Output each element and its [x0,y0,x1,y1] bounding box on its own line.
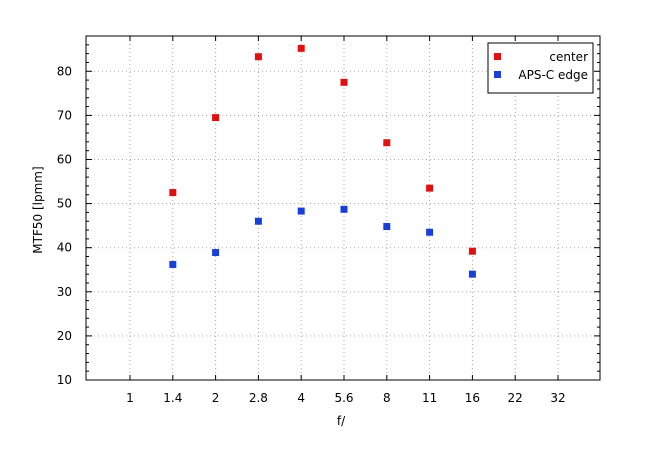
x-tick-label: 1.4 [163,391,182,405]
center-point [212,114,220,122]
y-tick-label: 80 [57,64,72,78]
legend-label-aps-c-edge: APS-C edge [518,68,588,82]
center-point [169,189,177,197]
aps-c-edge-point [169,260,177,268]
center-point [426,184,434,192]
center-point [383,139,391,147]
y-tick-label: 60 [57,152,72,166]
x-tick-label: 4 [297,391,305,405]
y-tick-label: 70 [57,108,72,122]
x-tick-labels: 1 1.4 2 2.8 4 5.6 8 11 16 22 32 [126,391,565,405]
aps-c-edge-point [340,205,348,213]
x-tick-label: 2.8 [249,391,268,405]
x-tick-label: 16 [465,391,480,405]
aps-c-edge-point [468,270,476,278]
x-tick-label: 22 [508,391,523,405]
x-tick-label: 2 [212,391,220,405]
aps-c-edge-point [212,249,220,257]
center-point [340,78,348,86]
grid [86,36,600,380]
x-tick-label: 1 [126,391,134,405]
legend-marker-aps-c-edge [494,71,501,78]
aps-c-edge-point [254,217,262,225]
y-tick-label: 30 [57,285,72,299]
aps-c-edge-point [426,228,434,236]
x-tick-label: 8 [383,391,391,405]
plot-frame [85,35,601,381]
x-axis-title: f/ [337,414,346,428]
legend-box [487,42,594,94]
center-point [254,53,262,61]
x-tick-label: 5.6 [334,391,353,405]
legend: center APS-C edge [487,42,594,94]
y-tick-label: 10 [57,373,72,387]
y-axis-title: MTF50 [lpmm] [31,166,45,253]
aps-c-edge-point [383,223,391,231]
y-tick-label: 50 [57,197,72,211]
center-point [297,44,305,52]
x-tick-label: 11 [422,391,437,405]
y-tick-labels: 10 20 30 40 50 60 70 80 [57,64,72,387]
x-tick-label: 32 [550,391,565,405]
aps-c-edge-point [297,207,305,215]
y-tick-label: 20 [57,329,72,343]
y-tick-label: 40 [57,241,72,255]
data-points [169,44,476,278]
legend-marker-center [494,53,501,60]
legend-label-center: center [549,50,588,64]
center-point [468,247,476,255]
